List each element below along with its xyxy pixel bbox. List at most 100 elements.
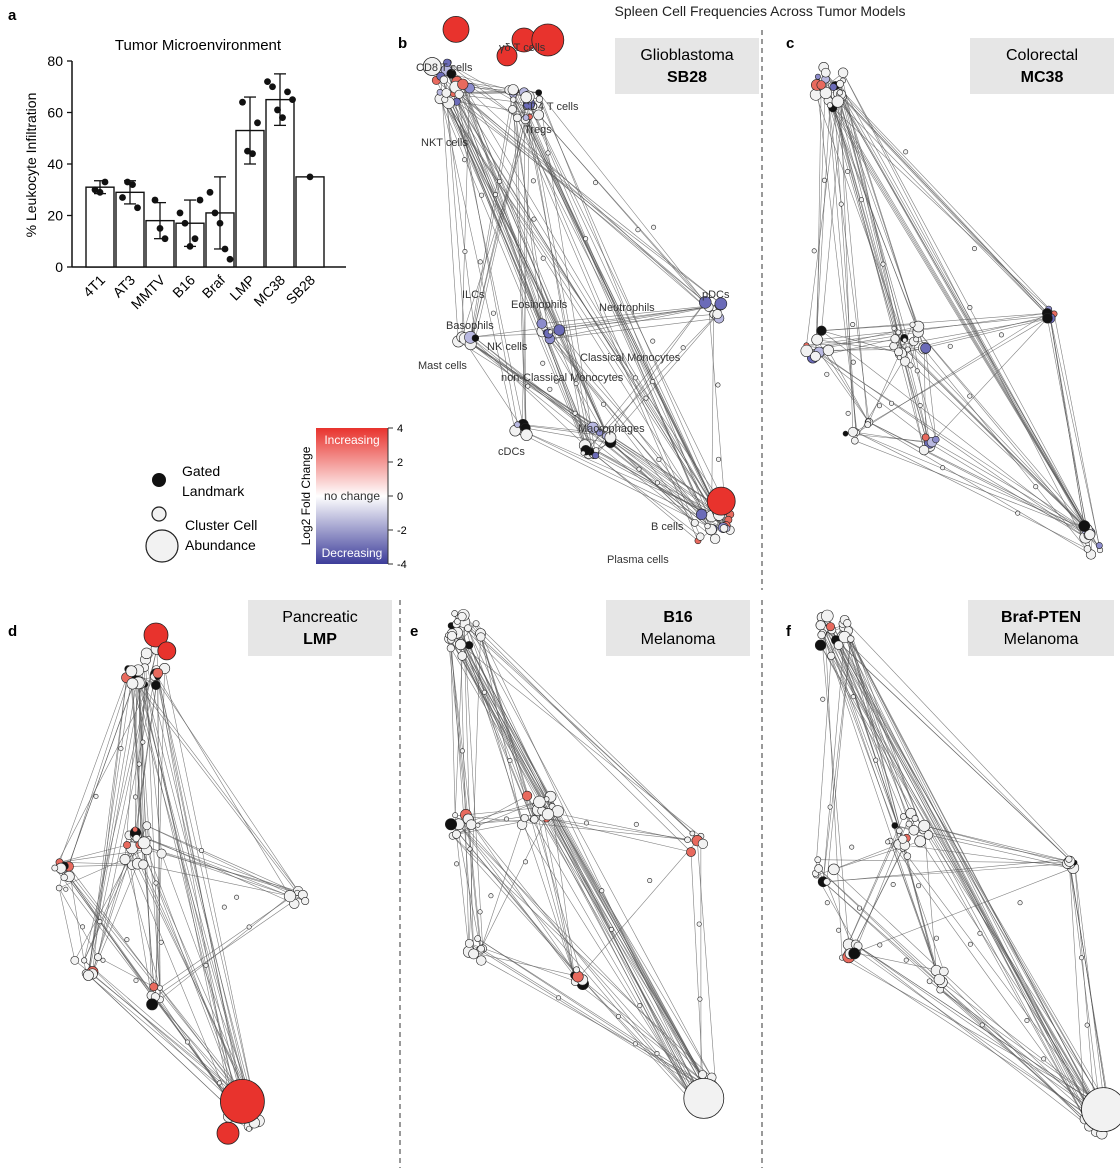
network-panel-d <box>51 622 310 1145</box>
network-node <box>149 982 159 992</box>
network-node <box>535 89 543 96</box>
panel-e-title-box: B16 Melanoma <box>606 600 750 656</box>
network-node <box>643 395 649 401</box>
network-node <box>153 880 159 886</box>
y-tick-label: 80 <box>47 53 63 69</box>
cluster-node-large <box>706 486 736 516</box>
y-tick-label: 0 <box>55 259 63 275</box>
cluster-node-large <box>496 45 518 67</box>
panel-e-model: B16 <box>663 609 692 626</box>
network-node <box>896 355 902 361</box>
network-node <box>849 844 855 850</box>
network-node <box>857 905 863 911</box>
network-node <box>654 1051 660 1057</box>
data-point <box>206 188 214 196</box>
data-point <box>274 106 281 114</box>
network-node <box>507 758 513 764</box>
panel-d-tissue: Pancreatic <box>282 609 358 626</box>
network-node <box>140 739 146 745</box>
network-node <box>859 197 865 203</box>
network-node <box>446 68 457 79</box>
network-node <box>443 58 452 67</box>
network-node <box>510 96 517 103</box>
y-tick-label: 20 <box>47 208 63 224</box>
network-node <box>457 78 469 90</box>
network-node <box>633 375 639 381</box>
network-node <box>896 827 903 835</box>
data-point <box>191 235 199 243</box>
x-tick-label: Braf <box>199 272 229 302</box>
network-node <box>464 938 474 948</box>
network-node <box>468 948 479 960</box>
cluster-node-large <box>216 1121 240 1145</box>
network-node <box>1041 1056 1047 1062</box>
pop-label-plasma: Plasma cells <box>607 554 669 566</box>
x-tick-label: SB28 <box>283 272 319 308</box>
network-node <box>454 861 460 867</box>
network-node <box>547 386 553 392</box>
data-point <box>96 188 104 196</box>
network-node <box>698 1070 707 1080</box>
panel-b-tissue: Glioblastoma <box>640 47 733 64</box>
bar <box>295 176 325 268</box>
network-node <box>609 926 615 932</box>
pop-label-tregs: Tregs <box>524 124 552 136</box>
network-node <box>838 201 844 207</box>
network-node <box>221 904 227 910</box>
network-node <box>441 88 452 98</box>
network-node <box>93 793 99 799</box>
data-point <box>211 209 219 217</box>
network-node <box>488 893 494 899</box>
landmark-legend-icon <box>152 473 166 487</box>
network-node <box>847 635 855 643</box>
network-node <box>455 639 467 651</box>
network-node <box>1033 484 1039 490</box>
network-node <box>138 859 149 870</box>
network-nodes <box>444 609 725 1119</box>
network-node <box>525 383 531 389</box>
network-node <box>1065 855 1073 863</box>
network-node <box>152 667 164 679</box>
network-node <box>283 890 297 903</box>
network-node <box>684 836 691 843</box>
network-node <box>507 84 519 96</box>
network-node <box>842 430 849 437</box>
network-node <box>70 956 80 965</box>
network-node <box>508 105 517 114</box>
colorbar-no-change: no change <box>324 489 380 503</box>
network-node <box>439 75 449 84</box>
network-node <box>586 421 599 434</box>
network-node <box>850 694 856 700</box>
network-node <box>540 255 546 261</box>
network-node <box>831 95 844 108</box>
network-node <box>903 149 909 155</box>
network-node <box>847 427 858 437</box>
network-node <box>820 696 826 702</box>
cluster-node-large <box>442 15 470 43</box>
network-node <box>572 410 578 416</box>
network-node <box>939 966 949 977</box>
network-node <box>843 619 852 628</box>
pop-label-pdcs: pDCs <box>702 289 730 301</box>
network-node <box>591 451 600 460</box>
network-node <box>918 819 931 832</box>
network-node <box>836 79 844 88</box>
network-node <box>60 873 68 882</box>
network-node <box>904 346 911 353</box>
network-node <box>198 848 204 854</box>
network-node <box>547 329 553 335</box>
pop-label-b: B cells <box>651 521 684 533</box>
network-node <box>836 927 842 933</box>
network-node <box>704 522 711 530</box>
network-node <box>967 941 973 947</box>
network-node <box>932 435 940 444</box>
panel-f-title-box: Braf-PTEN Melanoma <box>968 600 1114 656</box>
network-node <box>457 651 467 661</box>
network-node <box>814 856 822 864</box>
network-node <box>465 641 474 650</box>
network-node <box>216 1080 222 1086</box>
network-edges <box>815 615 1110 1135</box>
network-node <box>902 337 908 343</box>
